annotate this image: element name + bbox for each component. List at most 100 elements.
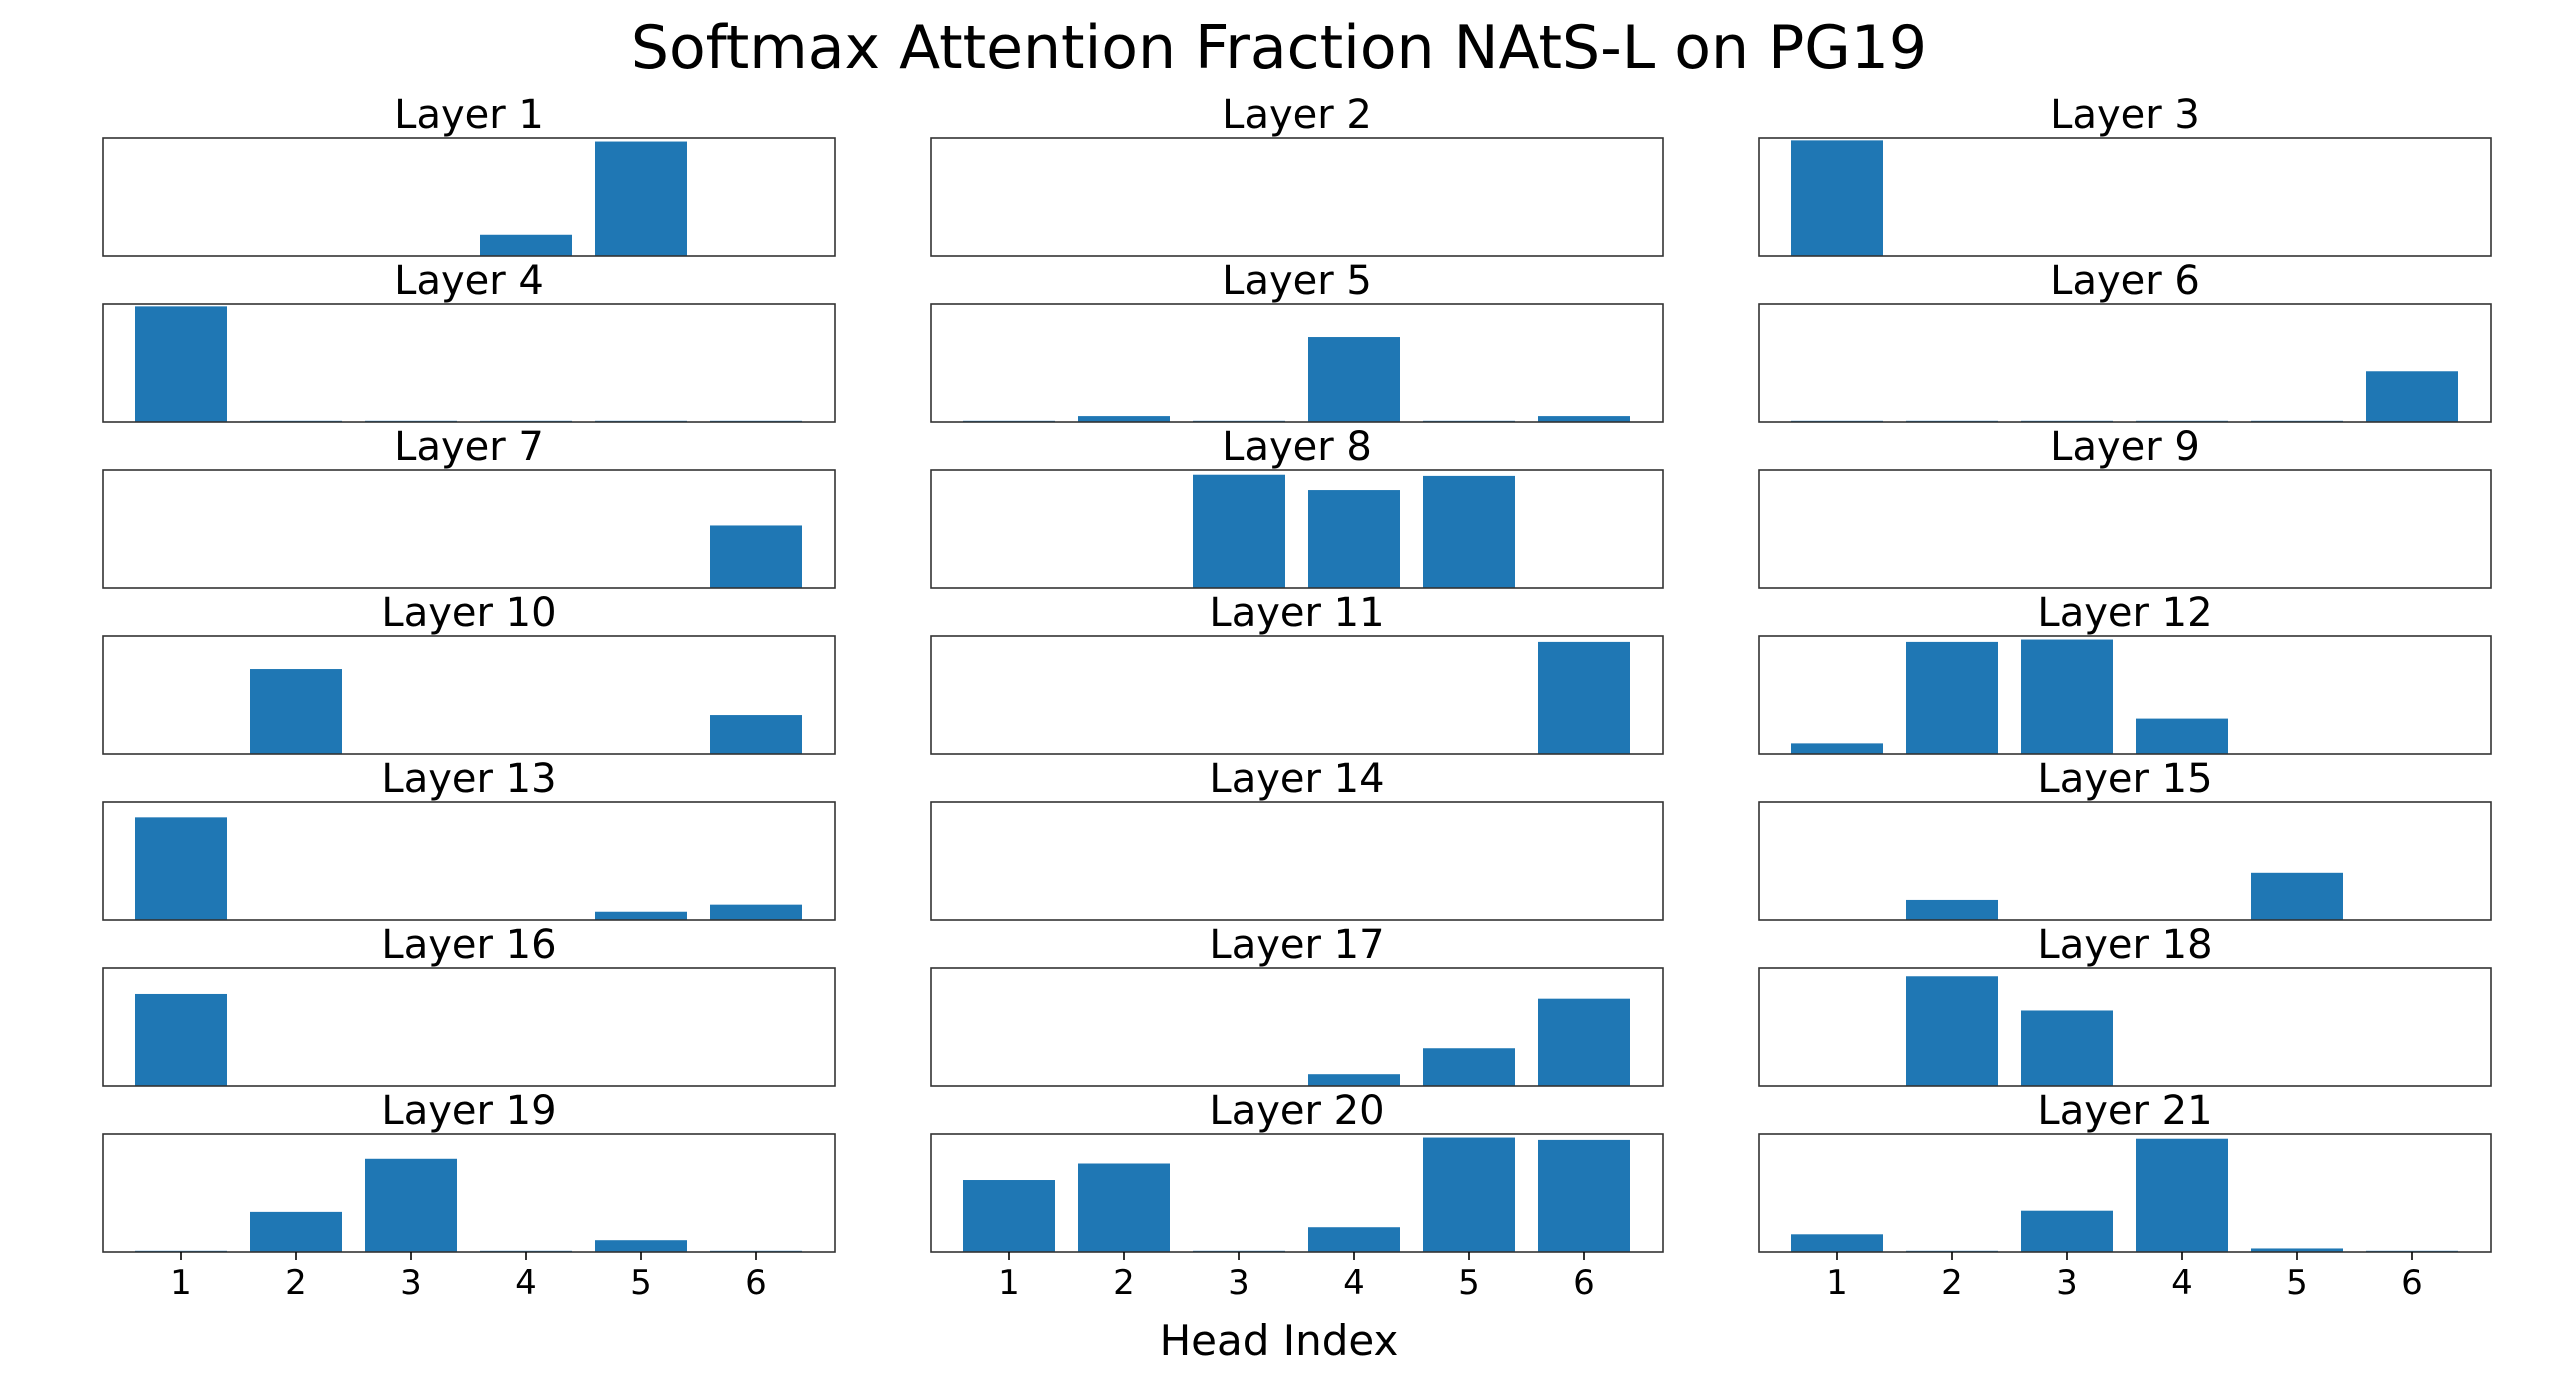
subplot-title: Layer 12 <box>2037 590 2212 636</box>
subplot-grid: Layer 1 Layer 2 Layer 3 Layer 4 Layer 5 Layer… <box>102 92 2492 1303</box>
x-tick-label: 2 <box>285 1263 307 1303</box>
subplot-layer-15: Layer 15 <box>1758 756 2492 921</box>
subplot-title: Layer 13 <box>381 756 556 802</box>
subplot-layer-17: Layer 17 <box>930 922 1664 1087</box>
x-tick-label: 4 <box>515 1263 537 1303</box>
subplot-frame <box>1758 801 2492 921</box>
bar-layer-19-head-5 <box>595 1240 687 1252</box>
x-tick-label: 6 <box>745 1263 767 1303</box>
subplot-title: Layer 19 <box>381 1088 556 1134</box>
subplot-frame <box>1758 967 2492 1087</box>
bar-layer-20-head-5 <box>1423 1137 1515 1252</box>
bar-layer-20-head-1 <box>963 1180 1055 1252</box>
subplot-frame <box>102 469 836 589</box>
subplot-layer-21: Layer 211 2 3 4 5 6 <box>1758 1088 2492 1303</box>
subplot-layer-13: Layer 13 <box>102 756 836 921</box>
subplot-layer-16: Layer 16 <box>102 922 836 1087</box>
x-tick-label: 6 <box>1573 1263 1595 1303</box>
bar-layer-19-head-2 <box>250 1211 342 1252</box>
subplot-frame <box>930 469 1664 589</box>
bar-layer-17-head-4 <box>1308 1074 1400 1086</box>
x-tick-label: 3 <box>2056 1263 2078 1303</box>
subplot-frame <box>1758 303 2492 423</box>
subplot-title: Layer 4 <box>394 258 544 304</box>
subplot-title: Layer 21 <box>2037 1088 2212 1134</box>
bar-layer-20-head-2 <box>1078 1163 1170 1252</box>
x-tick-label: 4 <box>1343 1263 1365 1303</box>
bar-layer-8-head-4 <box>1308 490 1400 588</box>
bar-layer-21-head-4 <box>2136 1138 2228 1252</box>
bar-layer-5-head-6 <box>1538 416 1630 422</box>
subplot-title: Layer 15 <box>2037 756 2212 802</box>
subplot-frame <box>930 967 1664 1087</box>
bar-layer-12-head-1 <box>1791 743 1883 754</box>
subplot-layer-8: Layer 8 <box>930 424 1664 589</box>
subplot-layer-3: Layer 3 <box>1758 92 2492 257</box>
bar-layer-13-head-6 <box>710 904 802 920</box>
subplot-layer-12: Layer 12 <box>1758 590 2492 755</box>
subplot-layer-19: Layer 19 1 2 3 4 5 6 <box>102 1088 836 1303</box>
x-tick-label: 2 <box>1113 1263 1135 1303</box>
bar-layer-5-head-4 <box>1308 337 1400 422</box>
bar-layer-18-head-2 <box>1906 976 1998 1086</box>
x-tick-label: 5 <box>630 1263 652 1303</box>
subplot-title: Layer 20 <box>1209 1088 1384 1134</box>
subplot-title: Layer 3 <box>2050 92 2200 138</box>
bar-layer-10-head-2 <box>250 669 342 754</box>
subplot-title: Layer 11 <box>1209 590 1384 636</box>
bar-layer-16-head-1 <box>135 993 227 1086</box>
bar-layer-12-head-2 <box>1906 641 1998 754</box>
subplot-frame <box>1758 1133 2492 1253</box>
subplot-layer-7: Layer 7 <box>102 424 836 589</box>
bar-layer-7-head-6 <box>710 525 802 588</box>
subplot-title: Layer 2 <box>1222 92 1372 138</box>
subplot-layer-9: Layer 9 <box>1758 424 2492 589</box>
subplot-title: Layer 8 <box>1222 424 1372 470</box>
subplot-title: Layer 14 <box>1209 756 1384 802</box>
subplot-title: Layer 16 <box>381 922 556 968</box>
subplot-layer-2: Layer 2 <box>930 92 1664 257</box>
x-tick-label: 4 <box>2171 1263 2193 1303</box>
bar-layer-17-head-5 <box>1423 1048 1515 1086</box>
subplot-layer-1: Layer 1 <box>102 92 836 257</box>
bar-layer-21-head-5 <box>2251 1248 2343 1252</box>
bar-layer-21-head-1 <box>1791 1234 1883 1252</box>
x-tick-label: 6 <box>2401 1263 2423 1303</box>
x-tick-label: 1 <box>998 1263 1020 1303</box>
bar-layer-8-head-5 <box>1423 475 1515 588</box>
bar-layer-20-head-6 <box>1538 1139 1630 1252</box>
subplot-layer-20: Layer 20 1 2 3 4 5 6 <box>930 1088 1664 1303</box>
bar-layer-1-head-5 <box>595 141 687 256</box>
bar-layer-17-head-6 <box>1538 998 1630 1086</box>
subplot-frame <box>102 967 836 1087</box>
subplot-frame <box>930 635 1664 755</box>
subplot-layer-18: Layer 18 <box>1758 922 2492 1087</box>
subplot-title: Layer 18 <box>2037 922 2212 968</box>
subplot-layer-5: Layer 5 <box>930 258 1664 423</box>
subplot-layer-14: Layer 14 <box>930 756 1664 921</box>
subplot-title: Layer 9 <box>2050 424 2200 470</box>
bar-layer-3-head-1 <box>1791 140 1883 256</box>
subplot-frame <box>102 303 836 423</box>
subplot-frame <box>930 1133 1664 1253</box>
bar-layer-4-head-1 <box>135 306 227 422</box>
subplot-frame <box>102 635 836 755</box>
bar-layer-13-head-5 <box>595 911 687 920</box>
subplot-frame <box>1758 469 2492 589</box>
bar-layer-12-head-3 <box>2021 639 2113 754</box>
x-tick-label: 3 <box>400 1263 422 1303</box>
x-tick-label: 1 <box>170 1263 192 1303</box>
bar-layer-6-head-6 <box>2366 371 2458 422</box>
subplot-title: Layer 5 <box>1222 258 1372 304</box>
x-tick-label: 5 <box>1458 1263 1480 1303</box>
x-axis-label: Head Index <box>1160 1316 1399 1365</box>
bar-layer-21-head-3 <box>2021 1210 2113 1252</box>
subplot-title: Layer 6 <box>2050 258 2200 304</box>
bar-layer-10-head-6 <box>710 715 802 754</box>
subplot-frame <box>1758 635 2492 755</box>
subplot-title: Layer 17 <box>1209 922 1384 968</box>
subplot-frame <box>930 801 1664 921</box>
subplot-layer-10: Layer 10 <box>102 590 836 755</box>
